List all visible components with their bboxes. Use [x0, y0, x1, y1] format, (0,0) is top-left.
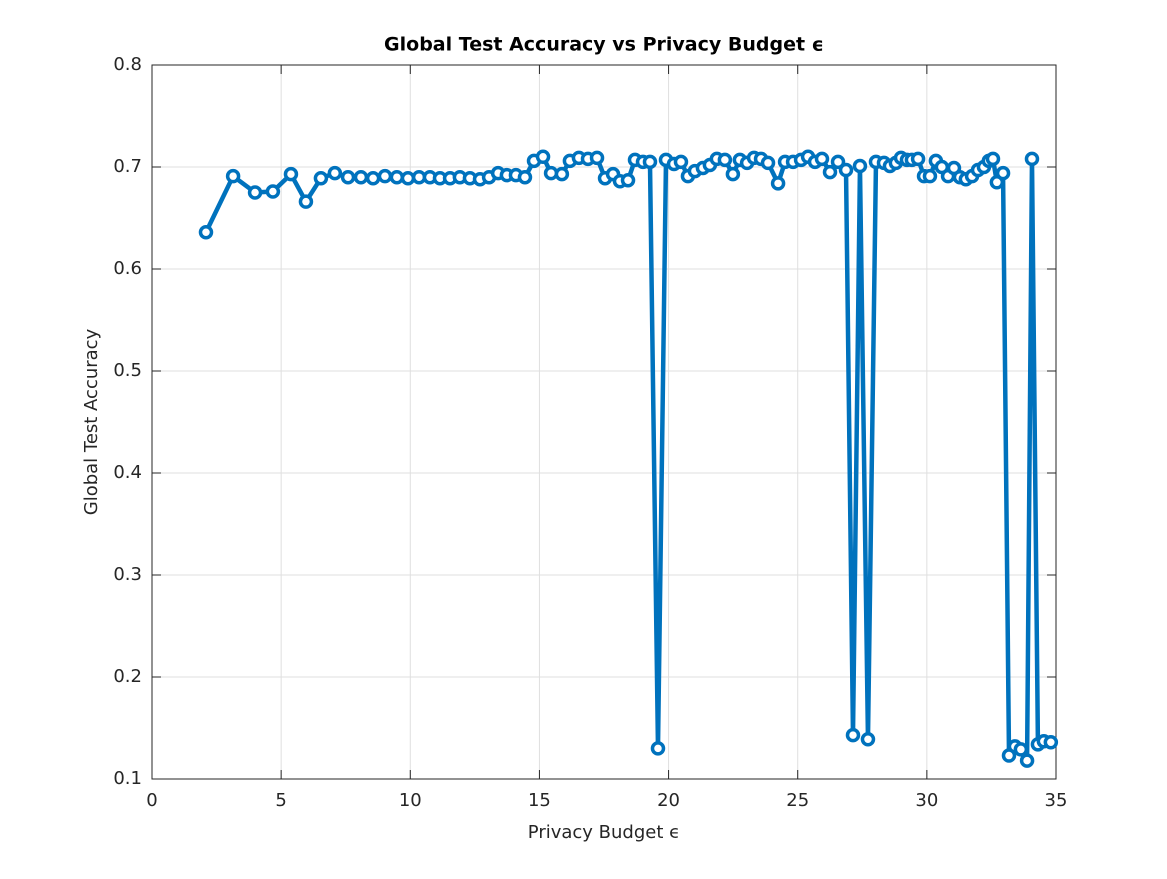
- marker: [830, 154, 846, 170]
- y-tick-label: 0.6: [113, 258, 142, 279]
- marker: [1013, 742, 1029, 757]
- marker: [717, 152, 733, 168]
- x-tick-label: 20: [657, 790, 680, 811]
- y-tick-label: 0.7: [113, 156, 142, 177]
- marker: [313, 170, 329, 186]
- marker: [198, 225, 214, 240]
- marker: [725, 166, 741, 182]
- marker: [1043, 735, 1059, 750]
- y-tick-label: 0.4: [113, 462, 142, 483]
- x-tick-label: 35: [1045, 790, 1068, 811]
- y-axis-label: Global Test Accuracy: [81, 328, 102, 515]
- marker: [845, 727, 861, 743]
- y-tick-label: 0.5: [113, 360, 142, 381]
- marker: [985, 151, 1001, 167]
- marker: [589, 150, 605, 166]
- marker: [620, 173, 636, 188]
- marker: [377, 168, 393, 184]
- x-tick-label: 10: [399, 790, 422, 811]
- marker: [327, 165, 343, 181]
- marker: [535, 149, 551, 165]
- x-tick-label: 5: [275, 790, 286, 811]
- marker: [852, 158, 868, 174]
- marker: [1024, 151, 1040, 167]
- marker: [922, 168, 938, 184]
- plot-frame: [151, 64, 1057, 780]
- marker: [760, 155, 776, 171]
- y-tick-label: 0.2: [113, 666, 142, 687]
- marker: [642, 154, 658, 170]
- marker: [995, 165, 1011, 181]
- marker: [673, 154, 689, 170]
- marker: [265, 184, 281, 199]
- marker: [298, 194, 314, 209]
- marker: [225, 168, 241, 184]
- marker: [365, 170, 381, 186]
- marker: [822, 164, 838, 180]
- chart-title: Global Test Accuracy vs Privacy Budget ϵ: [384, 34, 824, 56]
- marker: [340, 169, 356, 185]
- marker: [283, 166, 299, 182]
- marker: [910, 151, 926, 167]
- x-tick-label: 25: [786, 790, 809, 811]
- y-tick-label: 0.3: [113, 564, 142, 585]
- x-tick-label: 0: [146, 790, 157, 811]
- y-tick-label: 0.1: [113, 768, 142, 789]
- marker: [838, 162, 854, 178]
- x-tick-label: 15: [528, 790, 551, 811]
- marker: [389, 169, 405, 185]
- x-tick-label: 30: [915, 790, 938, 811]
- marker: [554, 166, 570, 182]
- marker: [517, 169, 533, 185]
- marker: [860, 731, 876, 747]
- marker: [400, 170, 416, 186]
- marker: [247, 185, 263, 200]
- marker: [770, 176, 786, 191]
- marker: [1019, 753, 1035, 768]
- marker: [814, 151, 830, 167]
- marker: [353, 169, 369, 185]
- x-axis-label: Privacy Budget ϵ: [528, 822, 680, 843]
- y-tick-label: 0.8: [113, 54, 142, 75]
- marker: [650, 741, 666, 756]
